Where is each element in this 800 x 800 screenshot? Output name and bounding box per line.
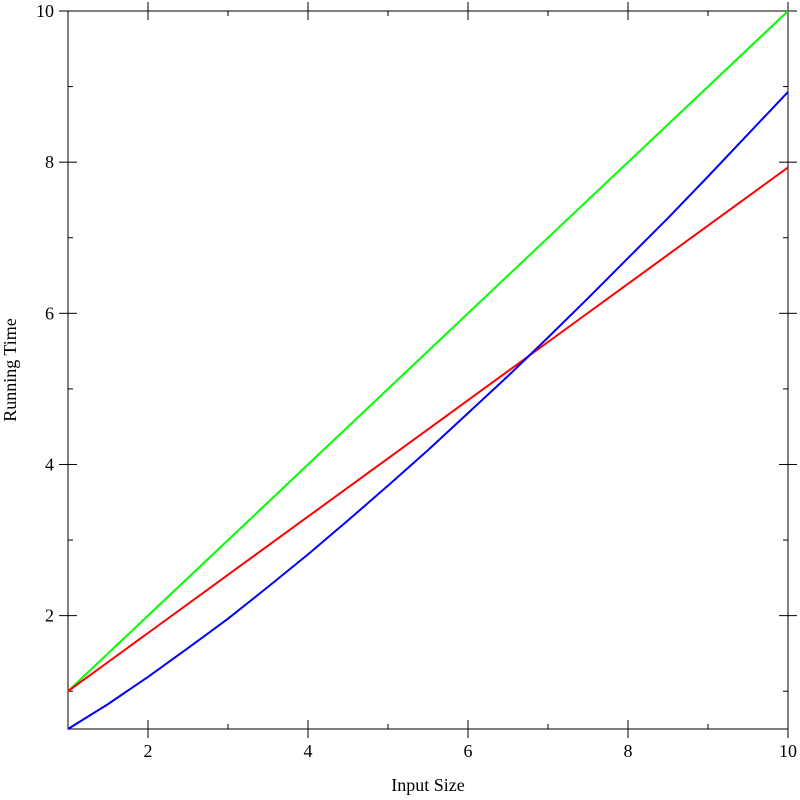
plot-series [67,10,789,730]
y-tick-label: 10 [36,1,54,21]
y-tick-label: 2 [45,606,54,626]
y-axis-label: Running Time [0,318,20,422]
x-tick-label: 4 [304,741,313,761]
plot-frame [67,10,789,730]
x-tick-label: 6 [464,741,473,761]
x-tick-label: 2 [144,741,153,761]
x-tick-label: 10 [779,741,797,761]
series-line-red [67,166,789,693]
x-tick-label: 8 [624,741,633,761]
axis-tick-labels: 2 4 6 8 10 2 4 6 8 10 [36,1,797,761]
series-line-green [67,10,789,692]
axis-ticks [59,2,797,738]
y-tick-label: 8 [45,152,54,172]
series-line-blue [67,91,789,730]
y-tick-label: 4 [45,454,54,474]
y-tick-label: 6 [45,303,54,323]
x-axis-label: Input Size [391,775,465,795]
